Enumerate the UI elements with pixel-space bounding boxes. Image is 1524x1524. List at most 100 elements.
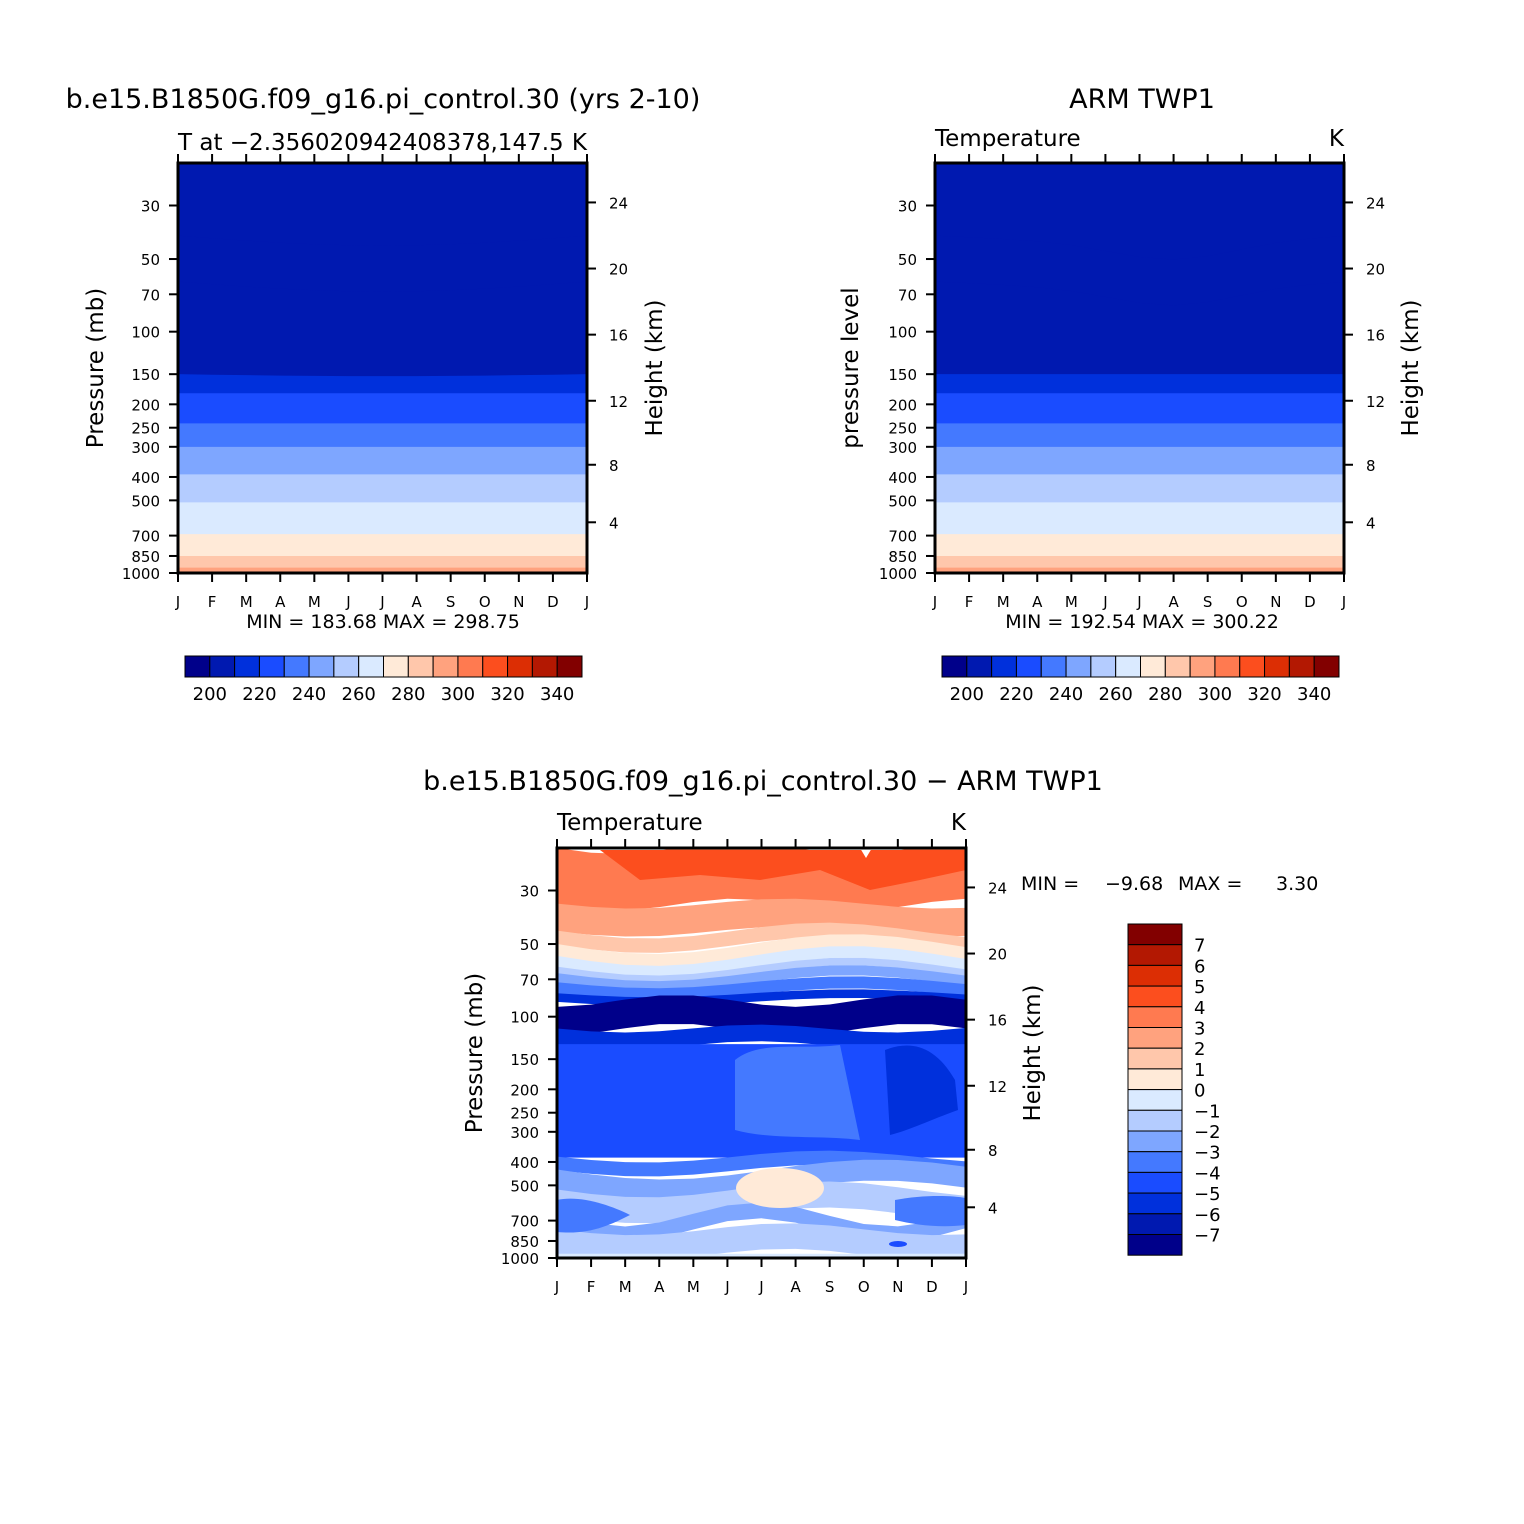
colorbar-box <box>457 655 484 678</box>
x-tick-label: M <box>240 593 253 611</box>
min-max-stats: MIN = 192.54 MAX = 300.22 <box>1005 611 1279 633</box>
colorbar-box <box>308 655 335 678</box>
units-label: K <box>951 810 967 836</box>
y-tick-label: 400 <box>888 469 917 487</box>
contour-band <box>178 446 587 476</box>
x-tick-label: J <box>932 593 937 611</box>
colorbar-box <box>1127 1027 1183 1049</box>
colorbar-box <box>1127 1109 1183 1132</box>
x-tick-label: F <box>208 593 217 611</box>
y-tick-right-label: 24 <box>988 879 1007 897</box>
y-tick-right-label: 24 <box>609 194 628 212</box>
colorbar-box <box>1189 655 1216 678</box>
y-axis-right-label: Height (km) <box>642 299 668 436</box>
colorbar-box <box>333 655 360 678</box>
x-tick-label: J <box>1341 593 1346 611</box>
x-tick-label: M <box>308 593 321 611</box>
x-tick-label: J <box>584 593 589 611</box>
colorbar-box <box>209 655 236 678</box>
panel-subtitle: Temperature <box>934 126 1081 152</box>
y-tick-right-label: 4 <box>1366 514 1376 532</box>
colorbar-box <box>556 655 583 678</box>
contour-band <box>557 1024 966 1050</box>
contour-band <box>889 1241 907 1247</box>
colorbar-box <box>383 655 409 678</box>
min-value: −9.68 <box>1105 873 1163 895</box>
y-tick-right-label: 16 <box>1366 327 1385 345</box>
colorbar-box <box>283 655 310 678</box>
colorbar-box <box>1127 923 1183 946</box>
x-tick-label: S <box>825 1278 835 1296</box>
panel-difference: J F M A M J J A S O N D J305070100150200250300400500… <box>423 766 1318 1296</box>
contour-band <box>860 848 872 858</box>
x-tick-label: S <box>446 593 456 611</box>
contour-band <box>935 393 1344 425</box>
contour-band <box>557 1198 630 1233</box>
colorbar-box <box>234 655 260 678</box>
colorbar-label: 2 <box>1194 1039 1205 1060</box>
colorbar-box <box>1127 1192 1183 1215</box>
colorbar-label: −7 <box>1194 1226 1221 1247</box>
colorbar-box <box>1040 655 1067 678</box>
contour-band <box>935 163 1344 261</box>
contour-band <box>178 423 587 448</box>
colorbar-box <box>531 655 558 678</box>
y-tick-label: 150 <box>131 366 160 384</box>
x-tick-label: J <box>724 1278 729 1296</box>
contour-field <box>557 848 966 1258</box>
x-tick-label: A <box>790 1278 801 1296</box>
y-tick-label: 200 <box>131 396 160 414</box>
y-axis-label: Pressure (mb) <box>462 973 488 1133</box>
colorbar-box <box>1264 655 1290 678</box>
panel-subtitle: Temperature <box>556 810 703 836</box>
contour-band <box>178 555 587 569</box>
contour-band <box>735 1045 860 1140</box>
y-tick-label: 250 <box>131 420 160 438</box>
colorbar-label: 1 <box>1194 1060 1205 1081</box>
x-tick-label: M <box>997 593 1010 611</box>
contour-band <box>178 163 587 247</box>
colorbar-label: 280 <box>391 684 425 705</box>
contour-band <box>178 474 587 504</box>
x-tick-label: O <box>858 1278 870 1296</box>
x-tick-label: N <box>892 1278 903 1296</box>
colorbar-box <box>1127 1068 1183 1091</box>
x-tick-label: J <box>1136 593 1141 611</box>
y-tick-label: 50 <box>520 936 539 954</box>
colorbar-box <box>258 655 285 678</box>
colorbar-box <box>1015 655 1042 678</box>
min-label: MIN = <box>1021 873 1079 895</box>
y-tick-label: 700 <box>510 1213 539 1231</box>
y-tick-label: 1000 <box>501 1250 539 1268</box>
x-tick-label: N <box>513 593 524 611</box>
colorbar-label: 340 <box>540 684 574 705</box>
y-tick-label: 250 <box>510 1105 539 1123</box>
contour-band <box>935 374 1344 395</box>
y-tick-right-label: 20 <box>609 261 628 279</box>
contour-band <box>935 502 1344 536</box>
colorbar-box <box>432 655 459 678</box>
x-tick-label: F <box>965 593 974 611</box>
colorbar-label: 320 <box>490 684 524 705</box>
colorbar-label: −6 <box>1194 1205 1221 1226</box>
contour-band <box>935 474 1344 504</box>
y-axis-right-label: Height (km) <box>1020 984 1046 1121</box>
contour-band <box>557 850 966 890</box>
units-label: K <box>572 130 588 156</box>
colorbar-box <box>1313 655 1340 678</box>
colorbar-box <box>1065 655 1092 678</box>
x-tick-label: O <box>479 593 491 611</box>
units-label: K <box>1329 126 1345 152</box>
panel-subtitle: T at −2.356020942408378,147.5 <box>177 130 564 156</box>
colorbar-box <box>407 655 434 678</box>
contour-band <box>935 446 1344 476</box>
colorbar-label: 320 <box>1247 684 1281 705</box>
y-tick-label: 400 <box>510 1154 539 1172</box>
contour-band <box>557 1150 966 1177</box>
colorbar-label: −3 <box>1194 1143 1221 1164</box>
x-tick-label: J <box>963 1278 968 1296</box>
colorbar-box <box>1127 1047 1183 1070</box>
y-tick-label: 500 <box>510 1177 539 1195</box>
colorbar-label: 300 <box>1198 684 1232 705</box>
panel-title: b.e15.B1850G.f09_g16.pi_control.30 (yrs … <box>66 84 701 115</box>
